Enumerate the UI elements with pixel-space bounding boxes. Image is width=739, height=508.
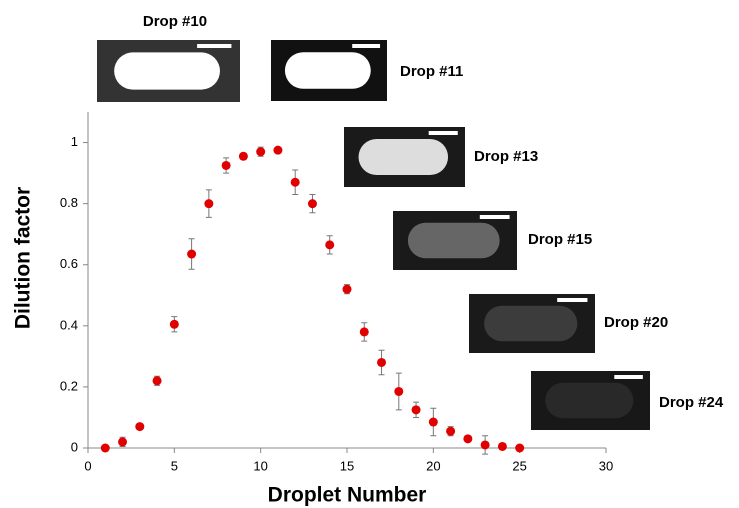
x-tick-label: 25 [512, 458, 526, 473]
y-tick-label: 1 [71, 134, 78, 149]
point [273, 145, 283, 155]
point [290, 177, 300, 187]
point [152, 376, 162, 386]
droplet [484, 305, 578, 342]
y-tick-label: 0.6 [60, 256, 78, 271]
y-tick-label: 0.2 [60, 378, 78, 393]
point [497, 441, 507, 451]
point [204, 199, 214, 209]
point [325, 240, 335, 250]
point [411, 405, 421, 415]
scale-bar [614, 375, 643, 379]
x-tick-label: 15 [340, 458, 354, 473]
y-tick-label: 0 [71, 439, 78, 454]
droplet [114, 52, 220, 90]
point [256, 147, 266, 157]
point [307, 199, 317, 209]
point [187, 249, 197, 259]
scale-bar [428, 131, 458, 135]
point [238, 151, 248, 161]
y-tick-label: 0.4 [60, 317, 78, 332]
inset-label: Drop #24 [659, 394, 724, 411]
x-tick-label: 30 [599, 458, 613, 473]
point [359, 327, 369, 337]
x-tick-label: 20 [426, 458, 440, 473]
x-tick-label: 5 [171, 458, 178, 473]
droplet [358, 139, 449, 175]
point [428, 417, 438, 427]
point [480, 440, 490, 450]
inset-label: Drop #20 [604, 314, 668, 331]
point [463, 434, 473, 444]
x-tick-label: 0 [84, 458, 91, 473]
x-tick-label: 10 [253, 458, 267, 473]
point [377, 357, 387, 367]
inset-label: Drop #13 [474, 148, 538, 165]
point [515, 443, 525, 453]
y-tick-label: 0.8 [60, 195, 78, 210]
scale-bar [197, 44, 232, 48]
droplet [284, 52, 371, 89]
y-axis-title: Dilution factor [12, 187, 35, 329]
point [118, 437, 128, 447]
droplet [407, 222, 500, 259]
point [342, 284, 352, 294]
inset-label: Drop #10 [143, 13, 207, 30]
point [446, 426, 456, 436]
scale-bar [352, 44, 381, 48]
point [100, 443, 110, 453]
scale-bar [557, 298, 588, 302]
inset-label: Drop #15 [528, 231, 592, 248]
point [135, 422, 145, 432]
inset-label: Drop #11 [400, 63, 463, 80]
point [169, 319, 179, 329]
scale-bar [479, 215, 510, 219]
droplet [545, 382, 634, 419]
point [221, 160, 231, 170]
point [394, 386, 404, 396]
x-axis-title: Droplet Number [268, 484, 427, 507]
